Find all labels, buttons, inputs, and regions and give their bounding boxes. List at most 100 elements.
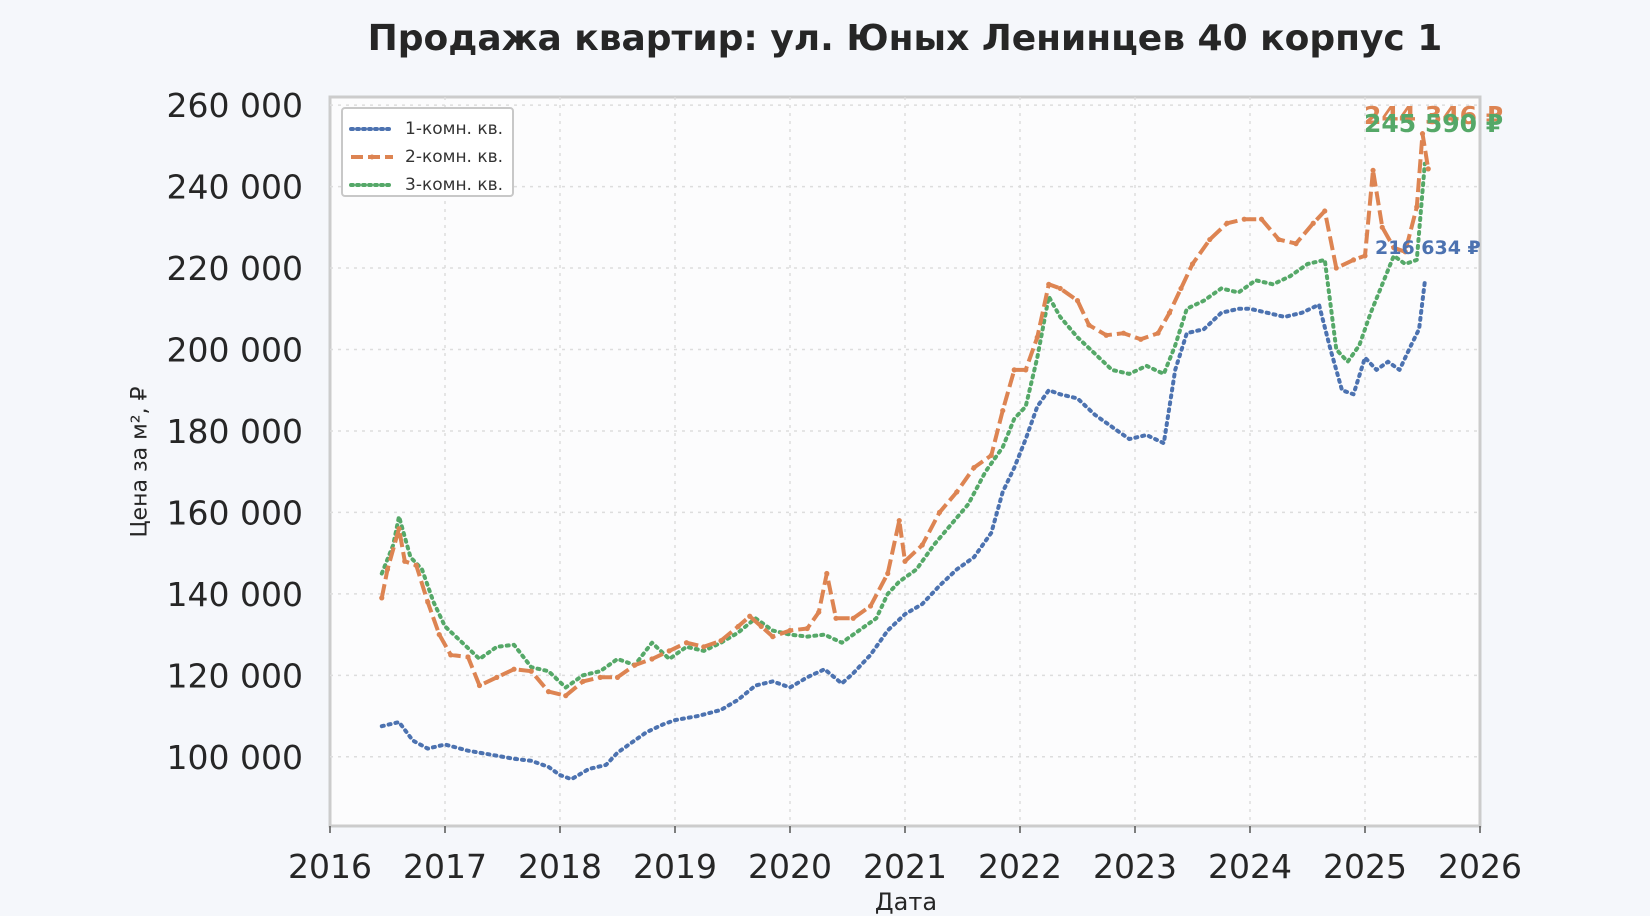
data-point [632, 662, 638, 668]
data-point [1000, 407, 1006, 414]
data-point [1011, 367, 1017, 373]
legend-item-2room: 2-комн. кв. [349, 145, 503, 169]
data-point [402, 558, 408, 564]
y-tick-label: 240 000 [167, 168, 303, 207]
end-labels: 244 346 ₽245 590 ₽ 216 634 ₽ [1364, 101, 1503, 259]
data-point [758, 623, 764, 630]
data-point [988, 452, 994, 458]
data-point [580, 678, 586, 685]
data-point [1391, 245, 1397, 251]
data-point [476, 682, 483, 689]
data-point [770, 634, 776, 640]
data-point [896, 517, 902, 524]
data-point [1370, 167, 1376, 173]
data-point [919, 542, 925, 548]
data-point [833, 615, 839, 621]
y-tick-label: 200 000 [167, 331, 303, 370]
data-point [971, 465, 977, 471]
data-point [1425, 166, 1431, 172]
data-point [1310, 220, 1316, 226]
x-tick-label: 2022 [978, 847, 1062, 886]
data-point [511, 666, 517, 672]
data-point [1178, 285, 1184, 292]
data-point [902, 558, 908, 564]
data-point [1350, 257, 1357, 263]
data-point [816, 609, 822, 615]
data-point [1103, 332, 1109, 338]
legend-swatch-2room [351, 154, 393, 160]
data-point [1402, 249, 1408, 255]
data-point [384, 566, 391, 573]
series-end-label: 244 346 ₽ [1364, 101, 1503, 130]
data-point [747, 613, 753, 619]
y-tick-label: 260 000 [167, 86, 303, 125]
data-point [1362, 253, 1368, 259]
data-point [701, 644, 707, 650]
data-point [1258, 216, 1265, 222]
x-tick-label: 2020 [748, 847, 832, 886]
data-point [649, 656, 655, 662]
data-point [396, 526, 402, 532]
data-point [1138, 336, 1144, 342]
data-point [666, 648, 672, 654]
data-point [1241, 216, 1247, 222]
y-tick-label: 160 000 [167, 493, 303, 532]
series-end-label: 216 634 ₽ [1375, 237, 1481, 259]
data-point [1419, 131, 1426, 137]
data-point [787, 627, 793, 634]
data-point [885, 570, 891, 577]
data-point [683, 640, 690, 646]
data-point [1207, 236, 1213, 243]
data-point [850, 615, 856, 621]
data-point [735, 623, 741, 630]
series-line [379, 161, 1427, 690]
x-tick-label: 2024 [1208, 847, 1292, 886]
data-point [1166, 310, 1173, 316]
data-point [494, 674, 500, 680]
data-point [465, 654, 471, 660]
series-end-label: 245 590 ₽ [1364, 109, 1503, 138]
legend-swatch-1room [349, 127, 395, 131]
data-point [824, 570, 830, 577]
x-tick-label: 2016 [288, 847, 372, 886]
data-point [436, 631, 442, 638]
x-tick-label: 2025 [1323, 847, 1407, 886]
data-point [563, 693, 569, 699]
data-point [1414, 204, 1420, 210]
legend-item-1room: 1-комн. кв. [349, 117, 503, 141]
legend: 1-комн. кв. 2-комн. кв. 3-комн. кв. [341, 107, 514, 197]
legend-label-3room: 3-комн. кв. [405, 175, 504, 195]
data-point [379, 595, 385, 601]
data-point [545, 689, 552, 695]
data-point [1023, 367, 1029, 373]
data-point [1155, 330, 1161, 336]
x-tick-label: 2021 [863, 847, 947, 886]
data-point [867, 603, 874, 609]
data-point [1333, 265, 1339, 271]
x-tick-label: 2017 [403, 847, 487, 886]
data-point [1120, 330, 1127, 336]
y-tick-label: 100 000 [167, 738, 303, 777]
data-point [936, 509, 943, 516]
data-point [1086, 322, 1092, 328]
data-point [718, 638, 724, 644]
data-point [528, 668, 534, 674]
data-point [1034, 334, 1040, 340]
legend-label-1room: 1-комн. кв. [405, 119, 504, 139]
x-tick-label: 2023 [1093, 847, 1177, 886]
data-point [1322, 208, 1328, 214]
data-point [1046, 281, 1052, 287]
data-point [1276, 236, 1282, 243]
y-tick-label: 120 000 [167, 656, 303, 695]
y-tick-label: 220 000 [167, 249, 303, 288]
plot-area [328, 95, 1482, 828]
data-point [804, 625, 810, 632]
x-tick-label: 2019 [633, 847, 717, 886]
legend-swatch-3room [349, 183, 395, 187]
x-tick-label: 2026 [1438, 847, 1522, 886]
y-tick-label: 180 000 [167, 412, 303, 451]
data-point [448, 652, 454, 658]
data-point [1224, 220, 1230, 226]
series-line [379, 279, 1427, 782]
